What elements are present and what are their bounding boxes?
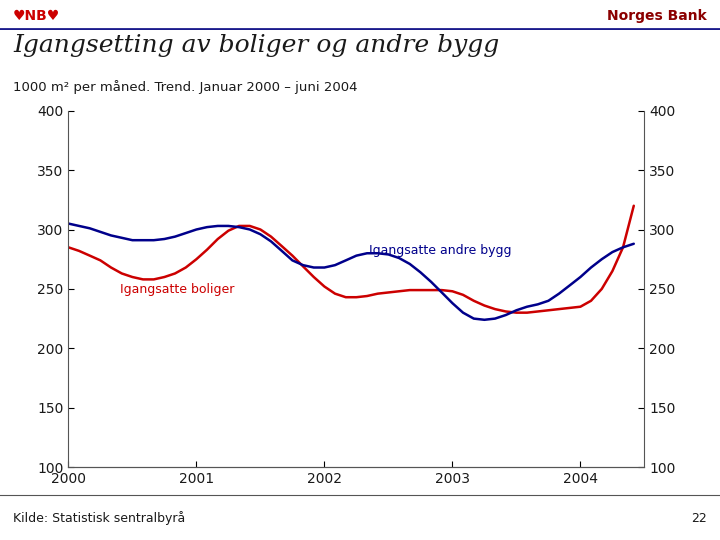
Text: Kilde: Statistisk sentralbyrå: Kilde: Statistisk sentralbyrå <box>13 511 185 525</box>
Text: Igangsetting av boliger og andre bygg: Igangsetting av boliger og andre bygg <box>13 33 499 57</box>
Text: 1000 m² per måned. Trend. Januar 2000 – juni 2004: 1000 m² per måned. Trend. Januar 2000 – … <box>13 80 357 94</box>
Text: 22: 22 <box>691 511 707 525</box>
Text: ♥NB♥: ♥NB♥ <box>13 9 60 23</box>
Text: Igangsatte boliger: Igangsatte boliger <box>120 283 234 296</box>
Text: Norges Bank: Norges Bank <box>607 9 707 23</box>
Text: Igangsatte andre bygg: Igangsatte andre bygg <box>369 245 512 258</box>
